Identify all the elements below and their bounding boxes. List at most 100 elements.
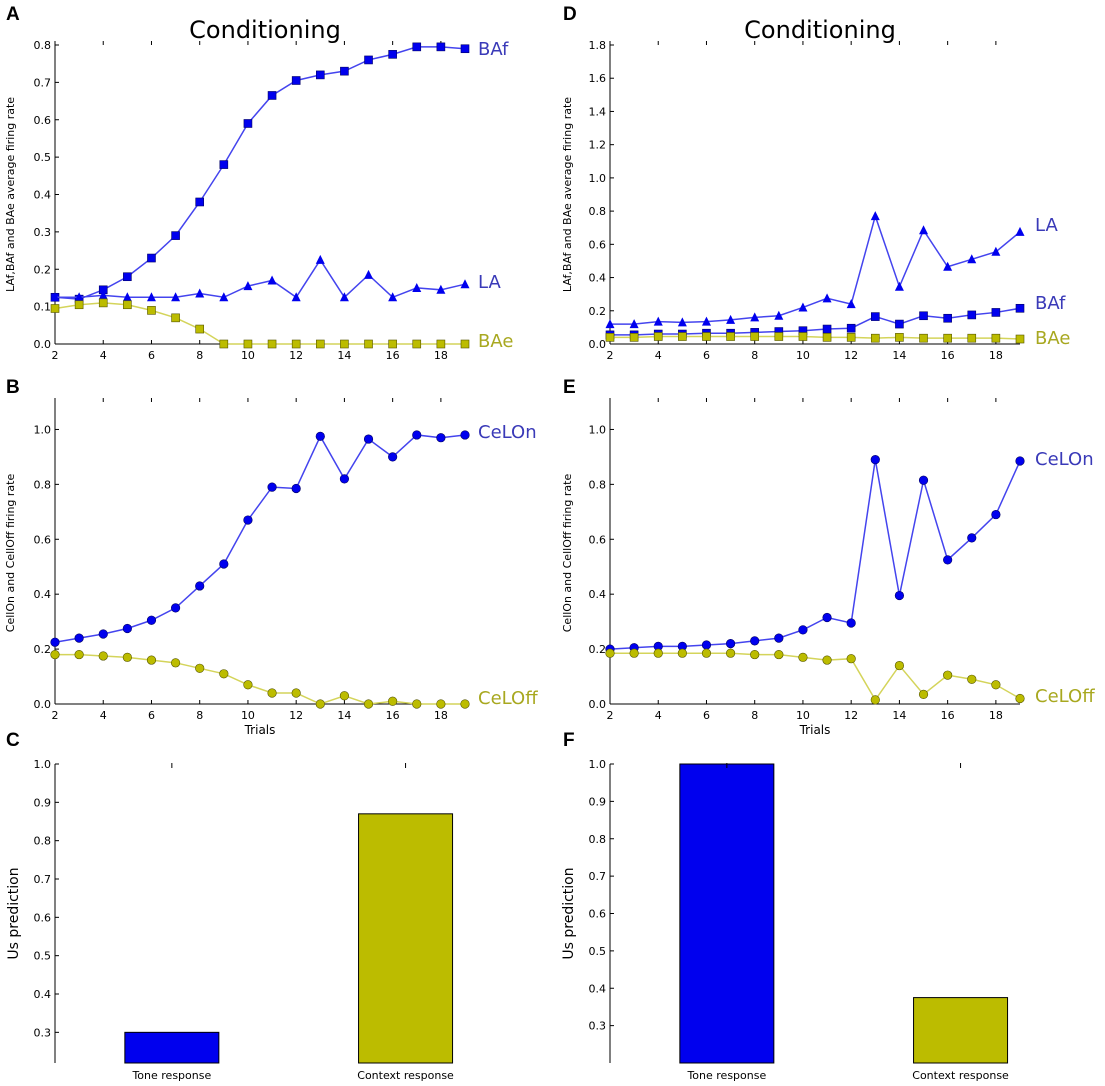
panel-letter: D	[563, 4, 577, 25]
data-point-la	[219, 292, 229, 302]
panel-c: C 0.3 0.4 0.5 0.6 0.7 0.8 0.9 1.0 Us prediction To…	[6, 730, 454, 1082]
panel-letter: A	[6, 4, 20, 25]
data-point-bae	[895, 333, 904, 342]
data-point-celon	[315, 431, 325, 441]
y-tick-label: 1.0	[589, 423, 607, 436]
y-tick-label: 0.5	[589, 945, 607, 958]
y-tick-label: 0.8	[589, 833, 607, 846]
series-line-celoff	[610, 652, 1021, 702]
data-point-bae	[822, 333, 832, 342]
y-tick-label: 0.0	[34, 338, 52, 351]
data-point-celoff	[653, 648, 663, 658]
x-tick-label: 6	[148, 349, 155, 362]
x-tick-label: 14	[892, 709, 906, 722]
data-point-bae	[340, 339, 349, 349]
data-point-celon	[363, 434, 374, 444]
data-point-celoff	[846, 654, 856, 664]
data-point-la	[629, 319, 639, 329]
data-point-celoff	[267, 688, 277, 698]
data-point-celoff	[219, 669, 229, 679]
data-point-celoff	[436, 699, 446, 709]
y-tick-label: 0.6	[589, 238, 607, 251]
y-tick-label: 0.8	[34, 39, 52, 52]
data-point-celoff	[98, 651, 108, 661]
data-point-baf	[895, 319, 904, 329]
data-point-celon	[146, 615, 157, 625]
y-tick-label: 1.0	[589, 758, 607, 771]
x-tick-label: 8	[751, 709, 758, 722]
data-point-celon	[798, 625, 808, 635]
y-tick-label: 0.7	[589, 870, 607, 883]
panel-letter: E	[563, 377, 576, 398]
data-point-la	[846, 299, 856, 309]
data-point-celoff	[918, 689, 929, 699]
data-point-la	[822, 293, 832, 303]
series-label-bae: BAe	[1035, 328, 1070, 349]
chart-title: Conditioning	[189, 16, 341, 44]
series-label-la: LA	[478, 272, 501, 293]
data-point-baf	[943, 313, 952, 323]
panel-d: D Conditioning 0.0 0.2 0.4 0.6 0.8 1.0 1.2 1.4 1.6…	[561, 4, 1070, 362]
x-tick-label: 2	[607, 349, 614, 362]
data-point-bae	[243, 339, 253, 349]
data-point-celoff	[74, 649, 84, 660]
data-point-la	[460, 279, 470, 289]
data-point-celoff	[677, 648, 687, 658]
data-point-bae	[605, 333, 615, 342]
data-point-celoff	[605, 648, 615, 658]
x-tick-label: 12	[844, 709, 858, 722]
series-label-bae: BAe	[478, 331, 513, 352]
x-tick-label: 6	[703, 709, 710, 722]
series-line-baf	[54, 46, 466, 300]
y-tick-label: 0.6	[589, 533, 607, 546]
series-label-celoff: CeLOff	[1035, 686, 1095, 707]
panel-f: F 0.3 0.4 0.5 0.6 0.7 0.8 0.9 1.0 Us prediction To…	[561, 730, 1009, 1082]
data-point-bae	[702, 332, 711, 341]
panel-letter: B	[6, 377, 20, 398]
y-tick-label: 0.4	[589, 982, 607, 995]
y-axis-label: Us prediction	[6, 867, 22, 959]
y-tick-label: 0.2	[589, 643, 607, 656]
y-tick-label: 0.3	[589, 1020, 607, 1033]
data-point-la	[171, 292, 181, 302]
x-tick-label: 14	[337, 709, 351, 722]
data-point-celon	[774, 633, 784, 643]
data-point-la	[291, 292, 301, 302]
data-point-celoff	[870, 695, 880, 705]
y-axis-label: Us prediction	[561, 867, 577, 959]
y-tick-label: 0.8	[589, 478, 607, 491]
panel-letter: C	[6, 730, 20, 751]
panel-e: E 0.0 0.2 0.4 0.6 0.8 1.0 2 4 6 8 10 12 14 16 18 CellOn …	[561, 377, 1095, 737]
data-point-celon	[846, 618, 856, 628]
category-label: Tone response	[131, 1069, 211, 1082]
panel-a: A Conditioning 0.0 0.1 0.2 0.3 0.4 0.5 0.6 0.7 0.8…	[4, 4, 513, 362]
x-tick-label: 12	[289, 709, 303, 722]
data-point-celoff	[388, 696, 398, 706]
data-point-baf	[822, 324, 832, 334]
data-point-baf	[967, 310, 977, 320]
data-point-la	[74, 292, 84, 302]
data-point-celoff	[243, 680, 253, 690]
x-tick-label: 10	[241, 709, 255, 722]
series-line-celon	[54, 434, 466, 643]
data-point-bae	[846, 333, 856, 342]
series-label-celoff: CeLOff	[478, 688, 538, 709]
data-point-la	[894, 281, 904, 291]
data-point-celoff	[798, 652, 808, 662]
x-tick-label: 18	[989, 349, 1003, 362]
data-point-la	[98, 290, 108, 300]
data-point-bae	[750, 332, 760, 341]
data-point-celoff	[629, 648, 639, 658]
x-tick-label: 18	[434, 349, 448, 362]
x-tick-label: 12	[289, 349, 303, 362]
data-point-la	[991, 246, 1001, 256]
y-tick-label: 0.4	[34, 588, 52, 601]
bar-tone-response	[124, 1031, 220, 1064]
x-tick-label: 2	[607, 709, 614, 722]
x-tick-label: 4	[655, 709, 662, 722]
y-tick-label: 0.8	[34, 835, 52, 848]
data-point-bae	[653, 332, 663, 341]
data-point-baf	[991, 308, 1001, 317]
y-tick-label: 0.4	[589, 272, 607, 285]
data-point-bae	[1015, 334, 1025, 344]
